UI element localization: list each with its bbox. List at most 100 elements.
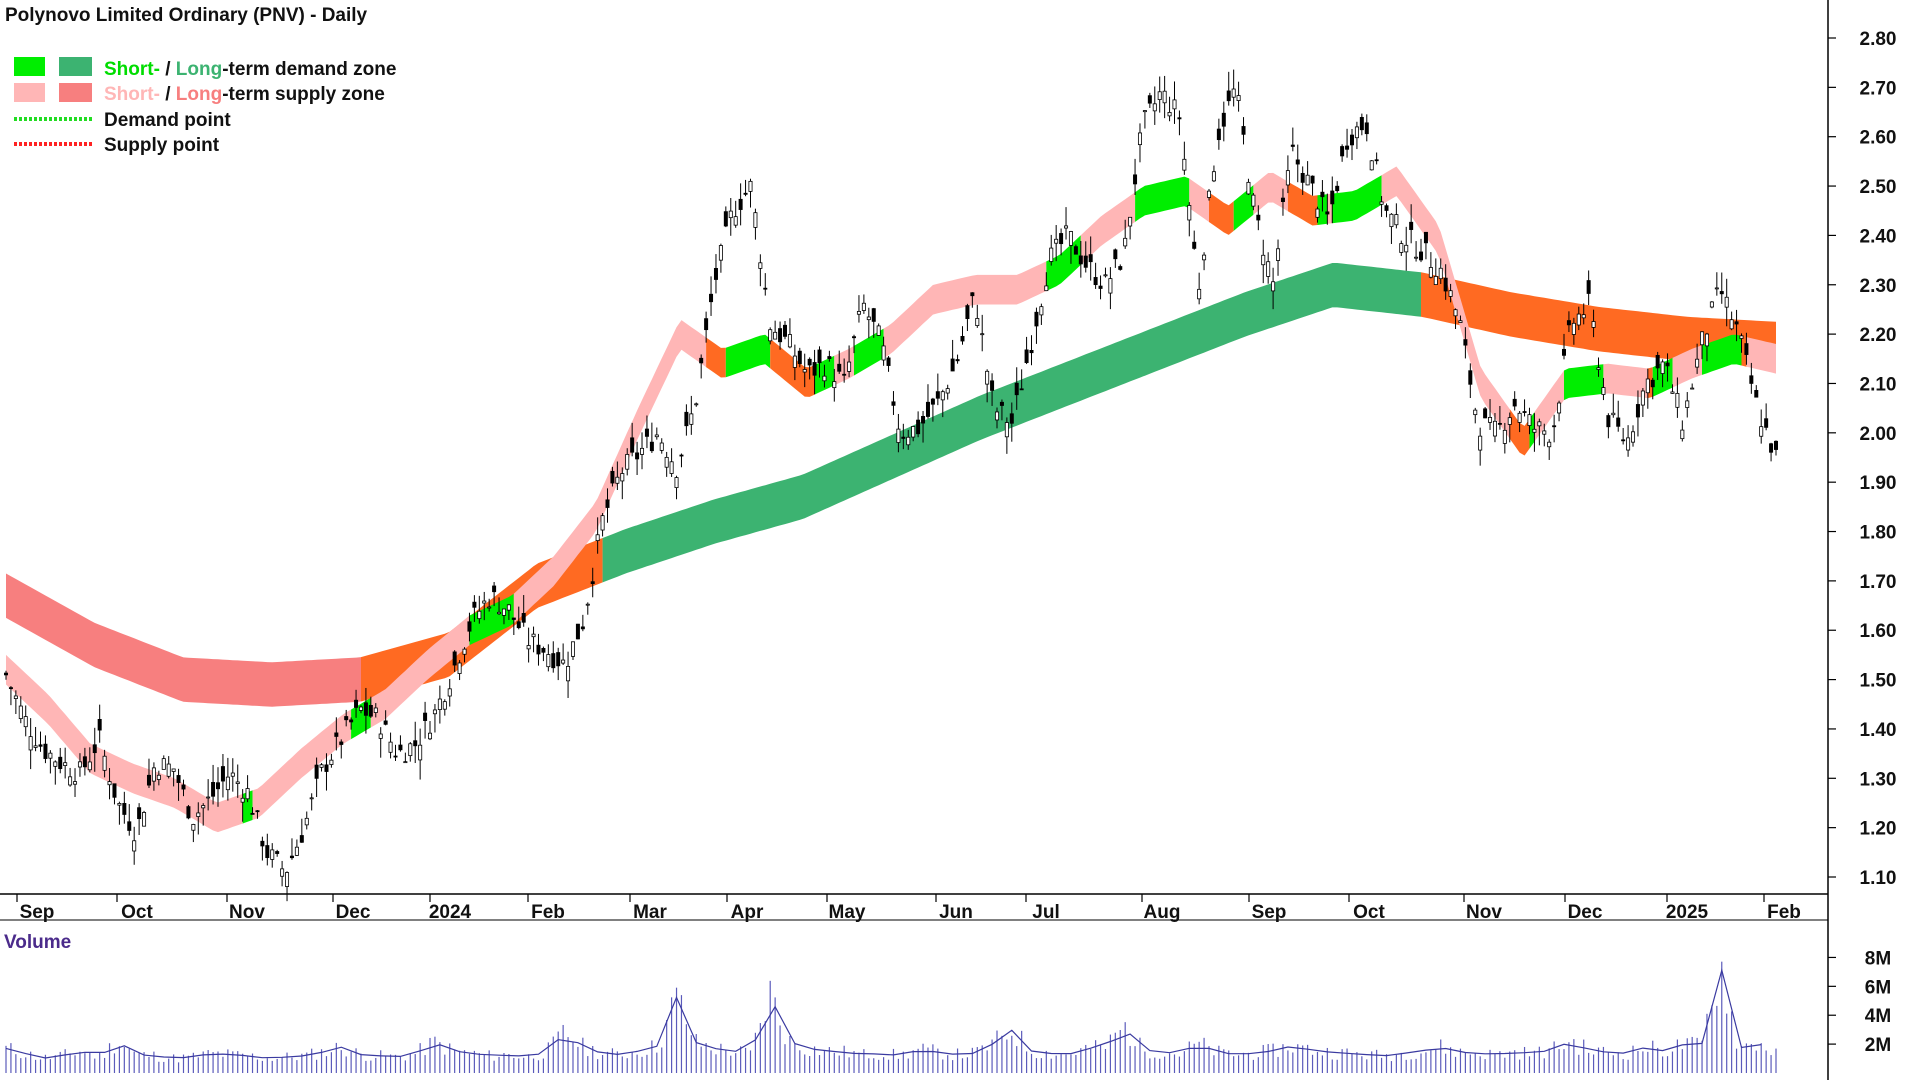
candle bbox=[521, 595, 526, 627]
short-term-zone-band bbox=[1534, 370, 1564, 442]
candle bbox=[1670, 384, 1675, 394]
candle bbox=[1059, 228, 1064, 256]
candle bbox=[289, 838, 294, 860]
candle bbox=[107, 768, 112, 800]
candle bbox=[1374, 152, 1379, 165]
candle bbox=[1162, 75, 1167, 119]
candle bbox=[1389, 213, 1394, 244]
candle bbox=[127, 804, 132, 836]
candle bbox=[43, 735, 48, 764]
candle bbox=[13, 690, 18, 715]
candle bbox=[911, 425, 916, 442]
candle bbox=[930, 397, 935, 422]
candle bbox=[1517, 410, 1522, 433]
candle bbox=[211, 764, 216, 805]
candle bbox=[748, 178, 753, 208]
candle bbox=[1182, 141, 1187, 175]
candle bbox=[620, 467, 625, 500]
candle bbox=[566, 651, 571, 698]
candle bbox=[33, 726, 38, 752]
candle bbox=[18, 696, 23, 724]
candle bbox=[506, 604, 511, 620]
candle bbox=[314, 757, 319, 798]
legend-short-supply-swatch bbox=[14, 83, 45, 102]
candle bbox=[758, 254, 763, 287]
candle bbox=[965, 303, 970, 332]
candle bbox=[605, 488, 610, 523]
y-tick-label: 1.70 bbox=[1860, 572, 1897, 593]
candle bbox=[699, 354, 704, 379]
candle bbox=[1443, 264, 1448, 300]
short-term-zone-band bbox=[1381, 166, 1510, 439]
candle bbox=[1675, 377, 1680, 418]
y-tick-label: 2.00 bbox=[1860, 424, 1897, 445]
candle bbox=[906, 429, 911, 450]
candle bbox=[935, 373, 940, 406]
candle bbox=[526, 627, 531, 663]
candle bbox=[1611, 393, 1616, 418]
candle bbox=[773, 320, 778, 340]
candle bbox=[1591, 309, 1596, 338]
candle bbox=[1616, 400, 1621, 432]
candle bbox=[58, 747, 63, 774]
candle bbox=[1695, 343, 1700, 374]
candle bbox=[285, 871, 290, 902]
candle bbox=[354, 689, 359, 718]
candle bbox=[1064, 207, 1069, 240]
candle bbox=[1256, 205, 1261, 231]
candle bbox=[1108, 267, 1113, 310]
x-tick-label: Feb bbox=[1767, 902, 1801, 923]
candle bbox=[1428, 252, 1433, 279]
legend-short-supply-label: Short- bbox=[104, 84, 160, 105]
candle bbox=[73, 768, 78, 797]
candle bbox=[718, 243, 723, 273]
candle bbox=[822, 364, 827, 388]
candle bbox=[842, 358, 847, 383]
candle bbox=[1009, 402, 1014, 442]
candle bbox=[1468, 363, 1473, 399]
candle bbox=[733, 200, 738, 228]
y-tick-label: 2.40 bbox=[1860, 226, 1897, 247]
candle bbox=[373, 703, 378, 718]
candle bbox=[270, 843, 275, 868]
short-term-zone-band bbox=[1702, 334, 1742, 375]
candle bbox=[97, 704, 102, 743]
candle bbox=[240, 789, 245, 822]
candle bbox=[610, 466, 615, 487]
x-tick-label: 2025 bbox=[1666, 902, 1709, 923]
candle bbox=[1561, 333, 1566, 360]
candle bbox=[1586, 270, 1591, 306]
candle bbox=[1349, 128, 1354, 161]
candle bbox=[1078, 241, 1083, 278]
candle bbox=[856, 295, 861, 323]
candle bbox=[1576, 306, 1581, 331]
candle bbox=[1419, 238, 1424, 263]
candle bbox=[1004, 417, 1009, 454]
candle bbox=[1601, 377, 1606, 401]
candle bbox=[1729, 311, 1734, 331]
x-tick-label: Nov bbox=[229, 902, 265, 923]
candle bbox=[1118, 264, 1123, 271]
candle bbox=[1133, 158, 1138, 195]
candle bbox=[319, 763, 324, 772]
candle bbox=[1019, 369, 1024, 391]
short-term-zone-band bbox=[513, 320, 707, 624]
candle bbox=[38, 731, 43, 752]
candle bbox=[1719, 272, 1724, 304]
short-term-zone-band bbox=[854, 328, 884, 376]
candle bbox=[137, 803, 142, 836]
candle bbox=[1724, 278, 1729, 327]
candle bbox=[743, 179, 748, 197]
candle bbox=[551, 641, 556, 673]
short-term-zone-band bbox=[1080, 192, 1136, 265]
candle bbox=[625, 448, 630, 476]
candle bbox=[694, 402, 699, 407]
candle bbox=[1029, 335, 1034, 366]
legend-demand-point-label: Demand point bbox=[104, 110, 231, 131]
candle bbox=[482, 591, 487, 621]
candle bbox=[403, 752, 408, 764]
candle bbox=[615, 461, 620, 491]
legend-sep1: / bbox=[160, 59, 176, 80]
candle bbox=[92, 727, 97, 772]
candle bbox=[925, 384, 930, 419]
